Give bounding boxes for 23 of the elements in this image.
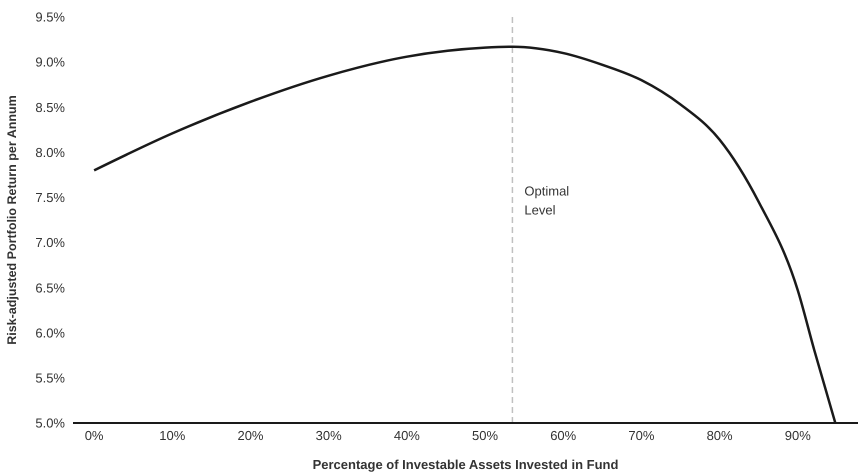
y-tick-label: 8.0% — [35, 144, 66, 160]
x-tick-label: 20% — [237, 428, 264, 444]
y-tick-label: 5.0% — [35, 416, 66, 431]
y-tick-label: 6.0% — [35, 325, 66, 340]
y-tick-label: 9.0% — [35, 54, 66, 70]
x-tick-label: 60% — [550, 428, 577, 444]
y-tick-label: 8.5% — [35, 100, 66, 115]
x-tick-label: 70% — [628, 428, 655, 444]
y-axis-title: Risk-adjusted Portfolio Return per Annum — [5, 95, 19, 345]
ref-line-label: Optimal Level — [524, 184, 570, 218]
x-tick-label: 40% — [394, 428, 420, 444]
y-tick-label: 5.5% — [35, 370, 66, 386]
y-tick-label: 7.0% — [35, 235, 66, 250]
x-tick-label: 10% — [159, 428, 186, 444]
x-tick-label: 80% — [706, 428, 734, 444]
x-axis-title: Percentage of Investable Assets Invested in Fund — [312, 457, 618, 472]
x-tick-label: 0% — [84, 428, 104, 444]
y-tick-label: 9.5% — [35, 10, 66, 25]
y-tick-label: 7.5% — [35, 190, 66, 206]
x-tick-label: 90% — [784, 428, 812, 444]
x-tick-label: 50% — [472, 428, 498, 444]
x-tick-label: 30% — [316, 428, 342, 444]
y-tick-label: 6.5% — [35, 280, 66, 296]
